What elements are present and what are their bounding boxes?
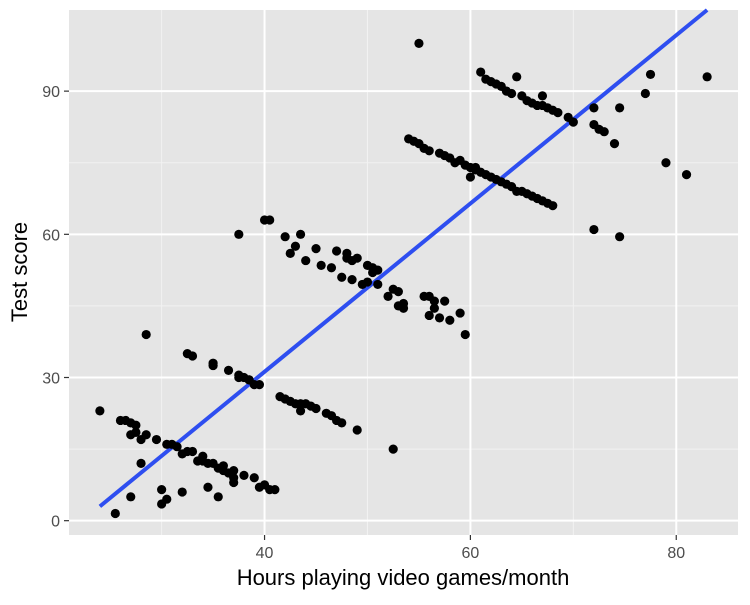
data-point xyxy=(172,442,182,452)
data-point xyxy=(234,229,244,239)
data-point xyxy=(162,494,172,504)
data-point xyxy=(337,272,347,282)
points-layer xyxy=(95,38,712,519)
data-point xyxy=(95,406,105,416)
data-point xyxy=(681,170,692,180)
y-tick-label: 60 xyxy=(42,227,60,244)
data-point xyxy=(599,127,609,137)
data-point xyxy=(187,351,198,361)
data-point xyxy=(512,72,522,82)
data-point xyxy=(311,403,321,414)
data-point xyxy=(229,473,239,483)
data-point xyxy=(661,158,671,168)
data-point xyxy=(609,139,620,149)
data-point xyxy=(110,508,120,519)
data-point xyxy=(254,380,265,390)
data-point xyxy=(311,244,321,254)
data-point xyxy=(131,427,141,437)
data-point xyxy=(589,103,599,113)
data-point xyxy=(373,265,383,275)
data-point xyxy=(640,88,650,99)
data-point xyxy=(362,277,373,287)
trend-line xyxy=(98,8,709,508)
data-point xyxy=(568,117,578,127)
data-point xyxy=(295,406,306,416)
y-tick-label: 0 xyxy=(51,514,60,531)
data-point xyxy=(383,291,393,301)
data-point xyxy=(208,358,218,368)
panel-background xyxy=(69,10,738,535)
data-point xyxy=(157,485,167,495)
data-point xyxy=(414,38,424,49)
data-point xyxy=(203,482,213,492)
data-point xyxy=(460,329,470,340)
data-point xyxy=(249,473,259,483)
data-point xyxy=(131,420,141,430)
data-point xyxy=(126,492,136,502)
trend-layer xyxy=(98,8,709,508)
data-point xyxy=(239,470,249,480)
data-point xyxy=(589,224,599,235)
data-point xyxy=(455,308,465,318)
data-point xyxy=(440,296,450,306)
data-point xyxy=(434,313,445,323)
y-tick-label: 30 xyxy=(42,371,60,388)
data-point xyxy=(337,418,347,428)
data-point xyxy=(615,232,625,242)
data-point xyxy=(506,88,517,99)
data-point xyxy=(223,365,234,375)
data-point xyxy=(280,232,290,242)
data-point xyxy=(141,329,151,340)
data-point xyxy=(295,229,306,239)
data-point xyxy=(537,91,548,101)
data-point xyxy=(285,248,295,259)
data-point xyxy=(332,246,342,256)
data-point xyxy=(136,458,146,469)
x-tick-label: 60 xyxy=(462,545,480,562)
data-point xyxy=(290,241,301,251)
data-point xyxy=(429,296,439,306)
data-point xyxy=(553,108,563,118)
data-point xyxy=(229,465,239,476)
data-point xyxy=(347,275,357,285)
y-axis-label: Test score xyxy=(7,222,32,322)
data-point xyxy=(326,263,337,273)
x-tick-label: 40 xyxy=(256,545,274,562)
x-axis-label: Hours playing video games/month xyxy=(237,565,570,590)
data-point xyxy=(465,172,475,182)
y-tick-label: 90 xyxy=(42,84,60,101)
data-point xyxy=(213,492,223,502)
data-point xyxy=(424,146,434,156)
data-point xyxy=(373,279,383,290)
data-point xyxy=(265,215,275,225)
data-point xyxy=(645,69,656,80)
data-point xyxy=(352,425,362,435)
data-point xyxy=(424,310,434,321)
data-point xyxy=(615,103,625,113)
data-point xyxy=(445,315,455,325)
data-point xyxy=(702,72,712,82)
data-point xyxy=(388,444,398,454)
data-point xyxy=(393,286,403,297)
major-gridlines xyxy=(69,10,738,535)
axes-layer: 40 60 80 0 30 60 90 xyxy=(42,84,685,562)
data-point xyxy=(398,298,409,309)
data-point xyxy=(429,303,439,313)
data-point xyxy=(151,434,162,445)
data-point xyxy=(476,67,486,77)
x-tick-label: 80 xyxy=(667,545,685,562)
data-point xyxy=(187,446,198,457)
data-point xyxy=(548,201,558,211)
data-point xyxy=(316,260,326,270)
data-point xyxy=(301,255,311,266)
data-point xyxy=(270,485,280,495)
data-point xyxy=(218,461,228,471)
data-point xyxy=(352,253,362,263)
data-point xyxy=(141,430,151,440)
data-point xyxy=(177,487,187,497)
